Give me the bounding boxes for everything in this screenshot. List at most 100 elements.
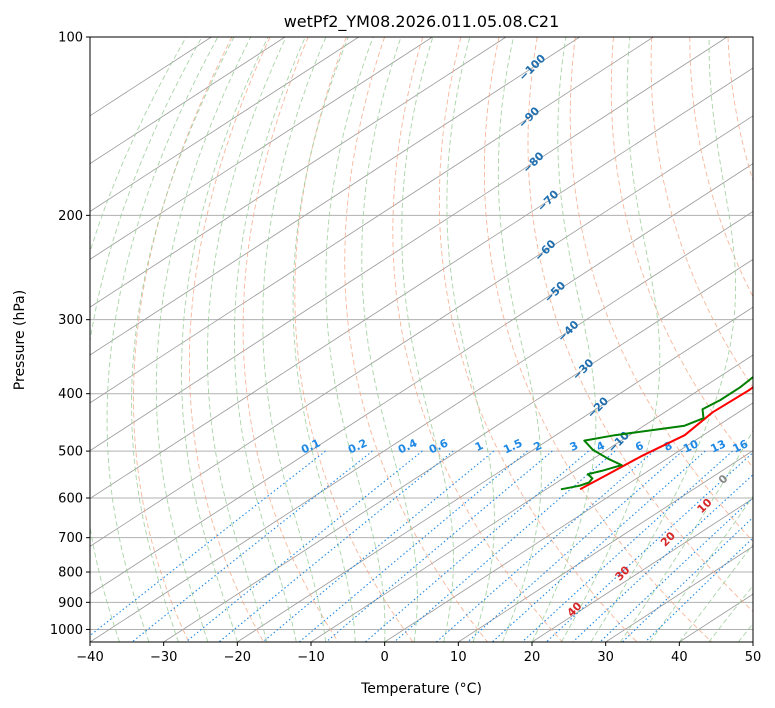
isotherm-line (90, 37, 580, 356)
chart-title: wetPf2_YM08.2026.011.05.08.C21 (284, 12, 560, 32)
isotherm-line (90, 37, 728, 452)
dry-adiabat-line (483, 37, 713, 642)
dry-adiabat-label: −40 (555, 318, 582, 345)
dry-adiabat-label: −80 (520, 149, 547, 176)
x-tick-label: 20 (524, 650, 541, 665)
moist-adiabat-line (181, 37, 269, 642)
mixing-ratio-label: 1 (473, 439, 485, 454)
isotherm-line (90, 37, 359, 212)
isotherm-line (90, 163, 753, 595)
isotherm-line (90, 115, 753, 547)
mixing-ratio-lines (90, 450, 753, 642)
y-tick-label: 400 (58, 387, 83, 402)
moist-adiabat-line (90, 37, 187, 642)
moist-adiabat-line (497, 37, 542, 642)
dry-adiabat-line (294, 37, 414, 642)
mixing-ratio-label: 0.2 (346, 436, 369, 456)
mixing-ratio-label: 13 (709, 437, 728, 455)
isotherm-line (90, 37, 507, 308)
x-axis: −40 −30 −20 −10 0 10 20 30 40 50 (76, 642, 761, 665)
dry-adiabat-line (133, 37, 233, 642)
y-tick-label: 800 (58, 566, 83, 581)
mixing-ratio-line (467, 450, 683, 642)
isotherm-line (90, 37, 286, 165)
dry-adiabat-line (610, 37, 753, 469)
moist-adiabat-line (678, 543, 753, 642)
mixing-ratio-line (262, 450, 495, 642)
dry-adiabat-label: −20 (585, 394, 612, 421)
x-tick-label: −10 (297, 650, 324, 665)
mixing-ratio-label: 6 (633, 439, 646, 454)
moist-adiabat-line (292, 37, 356, 642)
moist-adiabat-line (401, 37, 454, 642)
x-tick-label: −40 (76, 650, 103, 665)
isotherm-line (163, 258, 753, 642)
mixing-ratio-line (436, 450, 655, 642)
pressure-gridlines (90, 37, 753, 630)
x-tick-label: 30 (597, 650, 614, 665)
moist-adiabat-line (737, 622, 753, 642)
moist-adiabat-line (106, 37, 219, 642)
dry-adiabat-label: −70 (535, 187, 562, 214)
moist-adiabat-line (131, 37, 235, 642)
y-tick-label: 900 (58, 596, 83, 611)
plot-frame (89, 36, 754, 643)
dry-adiabat-label: −60 (532, 237, 559, 264)
isotherm-line (90, 211, 753, 642)
mixing-ratio-line (298, 450, 528, 642)
dry-adiabat-line (527, 37, 753, 613)
isotherm-line (679, 593, 753, 642)
dry-adiabat-line (650, 37, 753, 389)
moist-adiabat-lines (90, 37, 753, 642)
plot-area: −100−90−80−70−60−50−40−30−20−10 0.1 0.2 0.… (90, 37, 775, 642)
dry-adiabat-line (392, 37, 563, 642)
mixing-ratio-label: 0.1 (299, 436, 322, 456)
temperature-profile-line (579, 386, 753, 491)
isotherm-line (90, 37, 654, 404)
x-tick-label: −30 (150, 650, 177, 665)
profile-series (560, 375, 753, 491)
dry-adiabat-label: −50 (542, 279, 569, 306)
moist-adiabat-line (561, 37, 661, 642)
dry-adiabat-line (438, 37, 638, 642)
mixing-ratio-label: 20 (755, 437, 775, 455)
mixing-ratio-line (599, 497, 753, 642)
moist-adiabat-label: 0 (716, 472, 731, 487)
moist-adiabat-line (361, 37, 418, 642)
x-tick-label: 50 (745, 650, 762, 665)
moist-adiabat-line (590, 37, 737, 642)
dry-adiabat-line (242, 37, 339, 642)
mixing-ratio-line (131, 450, 373, 642)
y-tick-label: 100 (58, 31, 83, 46)
y-tick-label: 300 (58, 313, 83, 328)
dry-adiabat-label: −30 (570, 356, 597, 383)
dry-adiabat-line (569, 37, 753, 543)
moist-adiabat-line (262, 37, 327, 642)
moist-adiabat-label: 30 (613, 563, 633, 583)
mixing-ratio-labels: 0.10.20.40.611.52346810131620253036 (299, 436, 775, 456)
mixing-ratio-label: 1.5 (501, 436, 524, 456)
isotherm-line (384, 402, 753, 642)
dry-adiabat-label: −90 (516, 104, 543, 131)
mixing-ratio-line (393, 450, 616, 642)
moist-adiabat-line (233, 37, 306, 642)
mixing-ratio-label: 3 (568, 439, 580, 454)
x-tick-label: 0 (381, 650, 389, 665)
dry-adiabat-line (766, 37, 775, 642)
y-tick-label: 200 (58, 209, 83, 224)
isotherm-line (90, 37, 212, 117)
moist-adiabat-line (649, 495, 753, 642)
mixing-ratio-line (218, 450, 454, 642)
x-tick-label: 40 (671, 650, 688, 665)
mixing-ratio-label: 10 (681, 437, 701, 455)
x-axis-label: Temperature (°C) (360, 681, 482, 697)
moist-adiabat-line (446, 37, 495, 642)
mixing-ratio-label: 16 (731, 437, 751, 455)
dewpoint-profile-line (560, 375, 753, 491)
isotherm-lines (90, 37, 753, 642)
isotherm-line (605, 545, 753, 642)
isotherm-line (531, 498, 753, 642)
isotherm-line (90, 67, 753, 499)
